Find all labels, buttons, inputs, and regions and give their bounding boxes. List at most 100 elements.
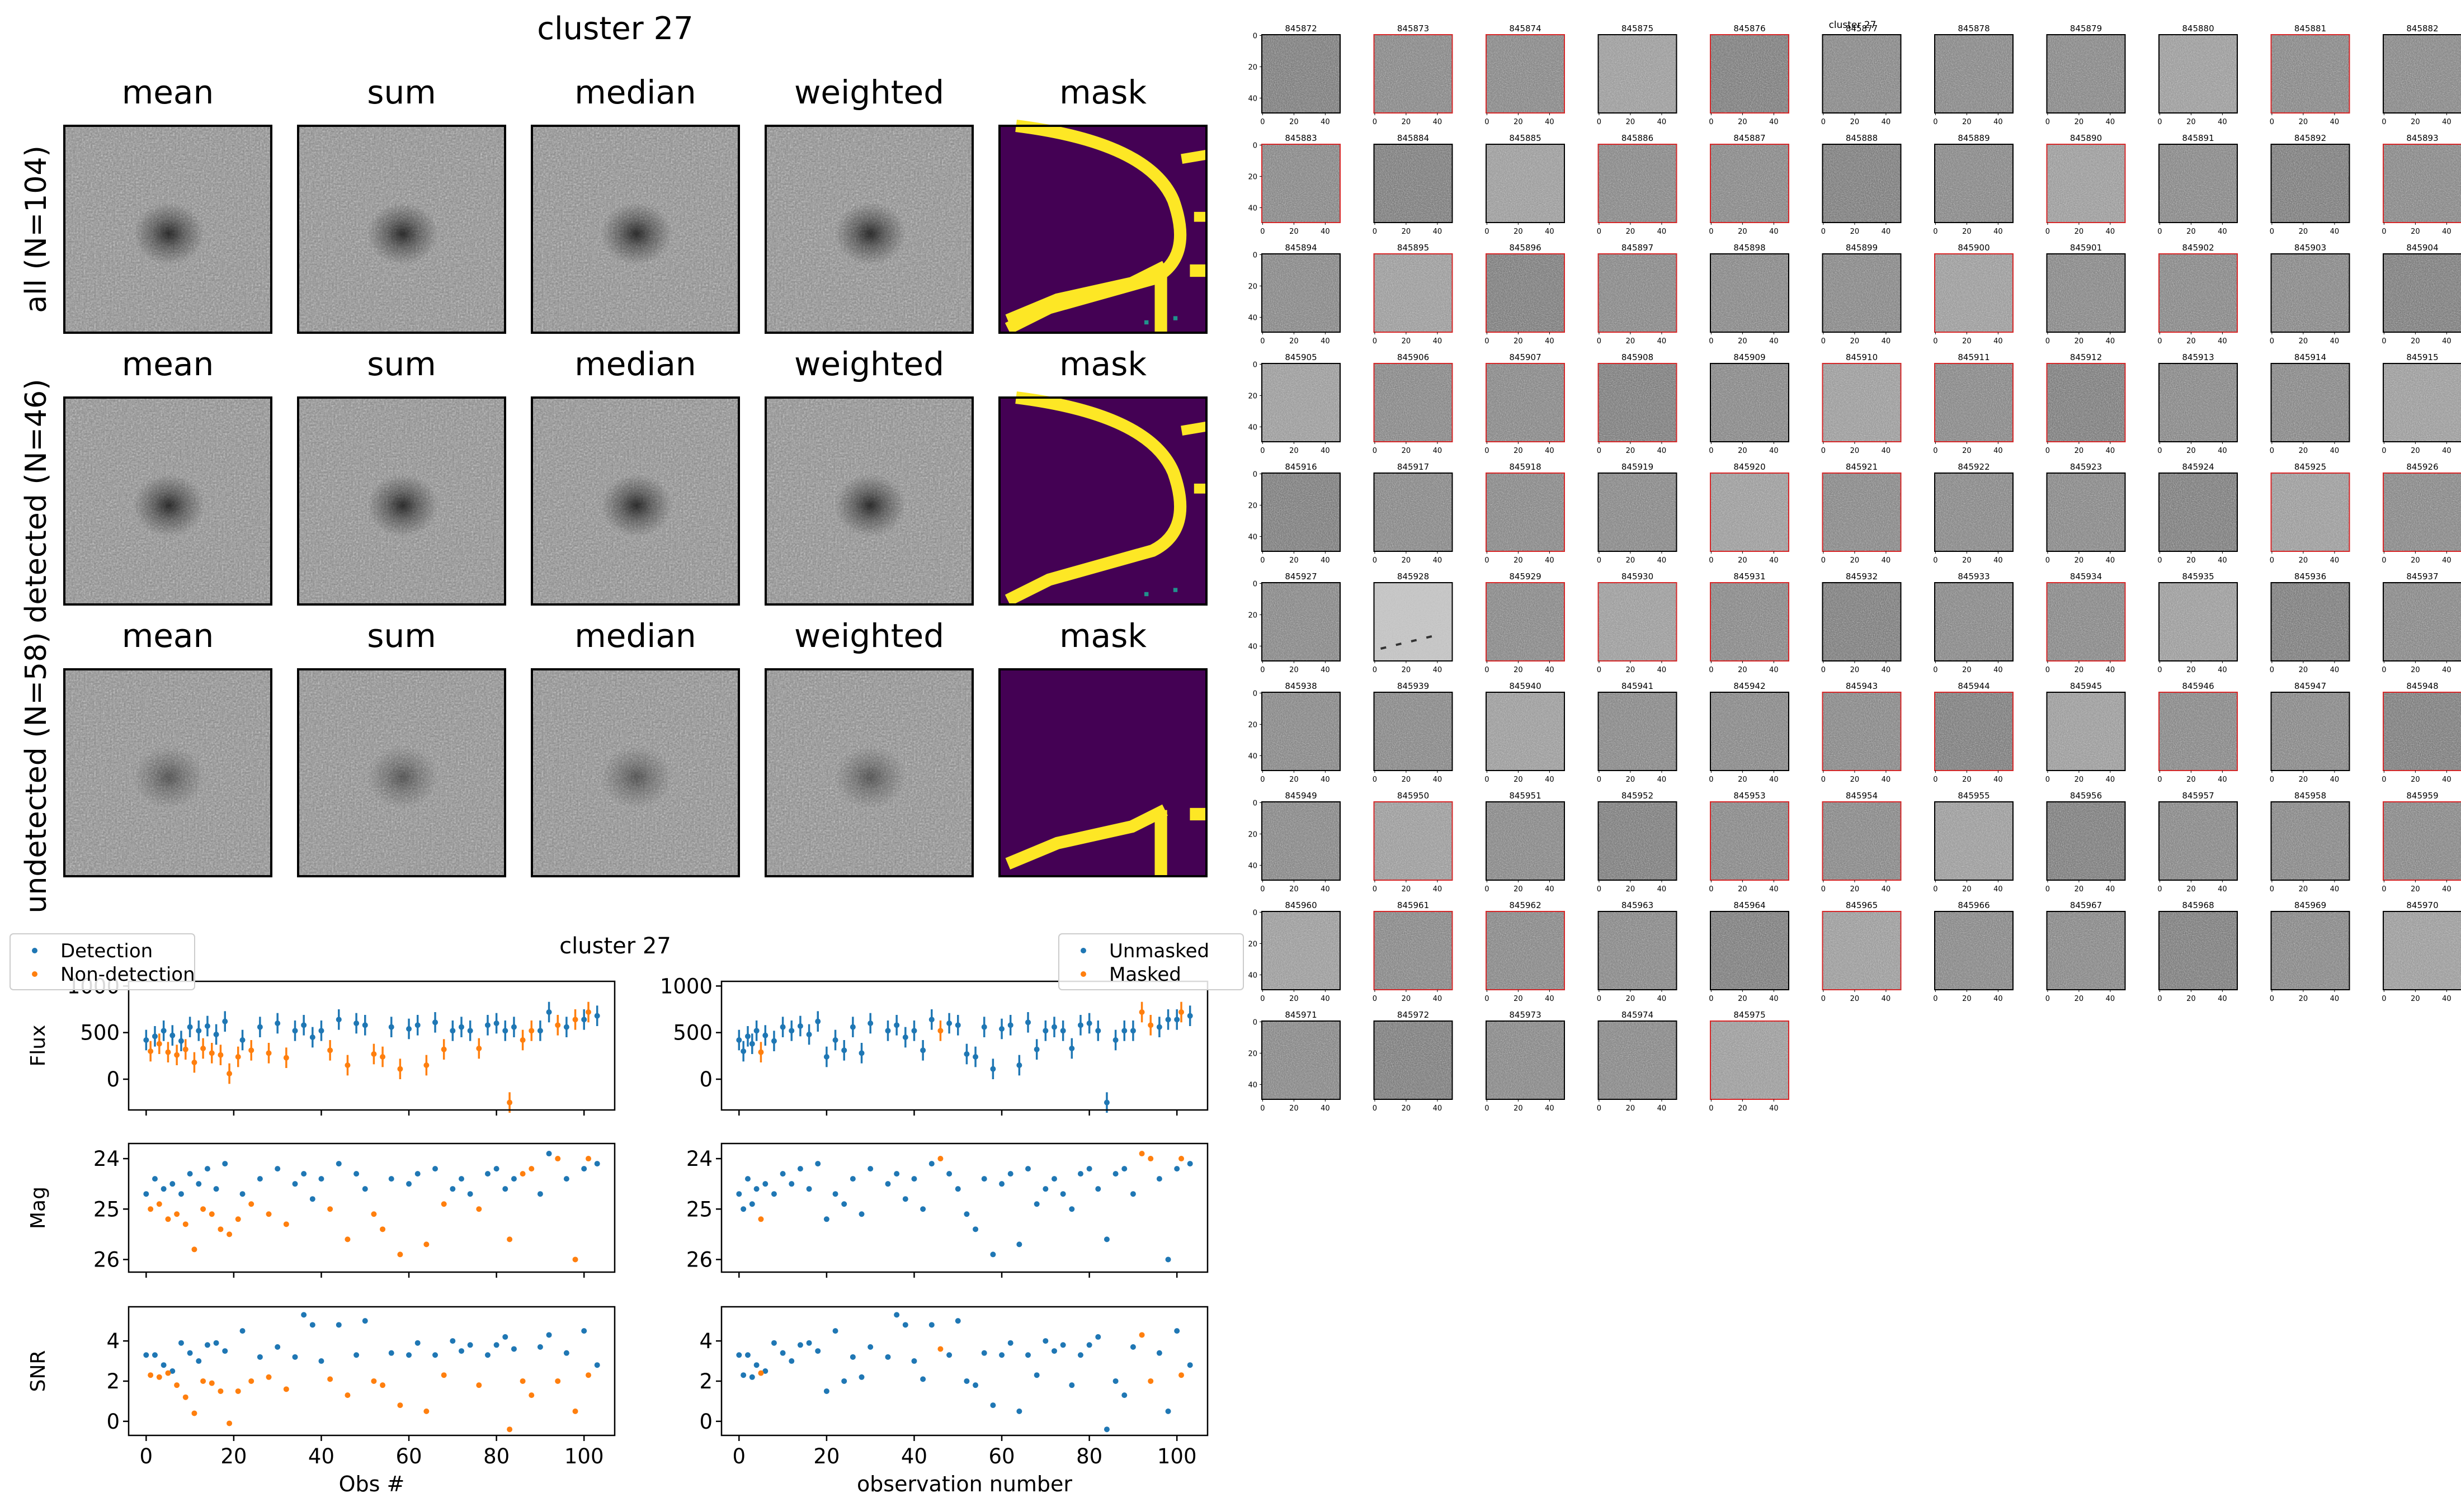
thumbnail-x-tick-label: 0 [1260, 885, 1265, 894]
thumbnail-x-tick-label: 20 [1850, 337, 1860, 346]
thumbnail-id: 845872 [1285, 23, 1317, 34]
source-blob [835, 746, 906, 809]
thumbnail-x-tick-label: 20 [2299, 228, 2308, 236]
stamp-frame [765, 125, 974, 334]
thumbnail-x-tick-label: 20 [1962, 776, 1972, 784]
data-point [868, 1344, 874, 1350]
thumbnail-noise [1598, 363, 1677, 442]
thumbnail-x-tick-label: 0 [1484, 776, 1489, 784]
data-point [946, 1171, 953, 1177]
thumbnail-noise [1598, 692, 1677, 771]
thumbnail-x-tick-label: 20 [1850, 228, 1860, 236]
data-point [187, 1024, 193, 1030]
data-point [266, 1211, 272, 1217]
data-point [806, 1032, 812, 1037]
thumbnail: 845963 0 20 40 [1597, 900, 1677, 1003]
stamp-frame [765, 396, 974, 606]
data-point [1187, 1161, 1193, 1167]
data-point [1112, 1037, 1119, 1043]
thumbnail-x-tick-label: 40 [2442, 118, 2451, 126]
thumbnail-x-tick-label: 20 [1402, 885, 1411, 894]
data-point [964, 1211, 970, 1217]
data-point [1025, 1019, 1031, 1026]
thumbnail-x-tick-label: 20 [2411, 885, 2420, 894]
thumbnail-frame [2158, 801, 2238, 881]
data-point [758, 1370, 764, 1376]
thumbnail-noise [2159, 802, 2237, 880]
data-point [1069, 1046, 1075, 1051]
data-point [336, 1017, 342, 1023]
thumbnail: 845903 0 20 40 [2270, 243, 2350, 346]
data-point [1086, 1166, 1092, 1172]
thumbnail: 845888 0 20 40 [1821, 133, 1902, 236]
thumbnail-id: 845946 [2182, 681, 2214, 691]
thumbnail-x-tick-label: 0 [2045, 228, 2050, 236]
data-point [209, 1380, 215, 1386]
thumbnail: 845973 0 20 40 [1484, 1010, 1565, 1113]
thumbnail-x-tick-label: 20 [2411, 666, 2420, 674]
thumbnail-x-tick-label: 40 [1882, 118, 1891, 126]
thumbnail: 845916 0 0 20 20 40 40 [1248, 462, 1341, 565]
thumbnail-x-tick-label: 0 [2045, 885, 2050, 894]
thumbnail: 845950 0 20 40 [1373, 791, 1453, 894]
thumbnail-x-tick-label: 0 [1597, 666, 1601, 674]
data-point [1178, 1009, 1185, 1015]
stamp-frame [765, 668, 974, 877]
thumbnail-id: 845975 [1733, 1010, 1765, 1020]
y-tick-label: 2 [699, 1369, 713, 1393]
data-point [148, 1372, 154, 1378]
thumbnail-frame [2046, 692, 2126, 771]
data-point [981, 1176, 987, 1182]
thumbnail-noise [1262, 911, 1340, 990]
data-point [749, 1041, 755, 1047]
thumbnail: 845931 0 20 40 [1709, 571, 1789, 674]
thumbnail-x-tick-label: 0 [2157, 337, 2162, 346]
data-point [1156, 1350, 1162, 1356]
data-point [885, 1028, 891, 1034]
data-point [1139, 1151, 1145, 1157]
data-point [973, 1382, 979, 1388]
thumbnail-x-tick-label: 20 [2186, 118, 2196, 126]
thumbnail: 845959 0 20 40 [2382, 791, 2461, 894]
thumbnail-noise [2271, 144, 2350, 223]
thumbnail-x-tick-label: 20 [2075, 447, 2084, 455]
thumbnail-x-tick-label: 0 [2270, 447, 2274, 455]
data-point [1077, 1022, 1083, 1028]
thumbnail: 845935 0 20 40 [2157, 571, 2238, 674]
thumbnail-x-tick-label: 20 [1962, 995, 1972, 1003]
thumbnail-x-tick-label: 20 [1626, 666, 1635, 674]
data-point [911, 1358, 917, 1364]
thumbnail-frame [1710, 692, 1789, 771]
plot-frame [128, 980, 616, 1111]
thumbnail-noise [1710, 802, 1789, 880]
thumbnail-x-tick-label: 40 [1882, 556, 1891, 565]
data-point [1130, 1028, 1136, 1034]
thumbnail-id: 845907 [1509, 352, 1541, 362]
thumbnail-x-tick-label: 40 [2442, 776, 2451, 784]
thumbnail-x-tick-label: 40 [1433, 666, 1442, 674]
thumbnail-x-tick-label: 40 [2106, 228, 2115, 236]
data-point [248, 1378, 254, 1384]
thumbnail-x-tick-label: 40 [2106, 776, 2115, 784]
data-point [758, 1049, 764, 1055]
data-point [222, 1018, 228, 1024]
thumbnail-frame [1373, 253, 1453, 333]
thumbnail: 845942 0 20 40 [1709, 681, 1789, 784]
legend-label: Masked [1109, 963, 1181, 986]
thumbnail-x-tick-label: 20 [1289, 885, 1299, 894]
thumbnail-x-tick-label: 0 [1709, 118, 1713, 126]
thumbnail-id: 845886 [1621, 133, 1653, 143]
thumbnail-frame [2270, 582, 2350, 662]
data-point [520, 1171, 526, 1177]
column-label: median [574, 345, 696, 383]
thumbnail-frame [1261, 472, 1341, 552]
thumbnail-id: 845923 [2070, 462, 2102, 472]
thumbnail-x-tick-label: 40 [1433, 228, 1442, 236]
thumbnail-frame [1373, 911, 1453, 990]
thumbnail-x-tick-label: 0 [1373, 447, 1377, 455]
data-point [1112, 1378, 1119, 1384]
x-tick-label: 40 [308, 1444, 334, 1468]
thumbnail-id: 845965 [1846, 900, 1878, 910]
thumbnail-x-tick-label: 0 [1373, 118, 1377, 126]
thumbnail: 845872 0 0 20 20 40 40 [1248, 23, 1341, 126]
